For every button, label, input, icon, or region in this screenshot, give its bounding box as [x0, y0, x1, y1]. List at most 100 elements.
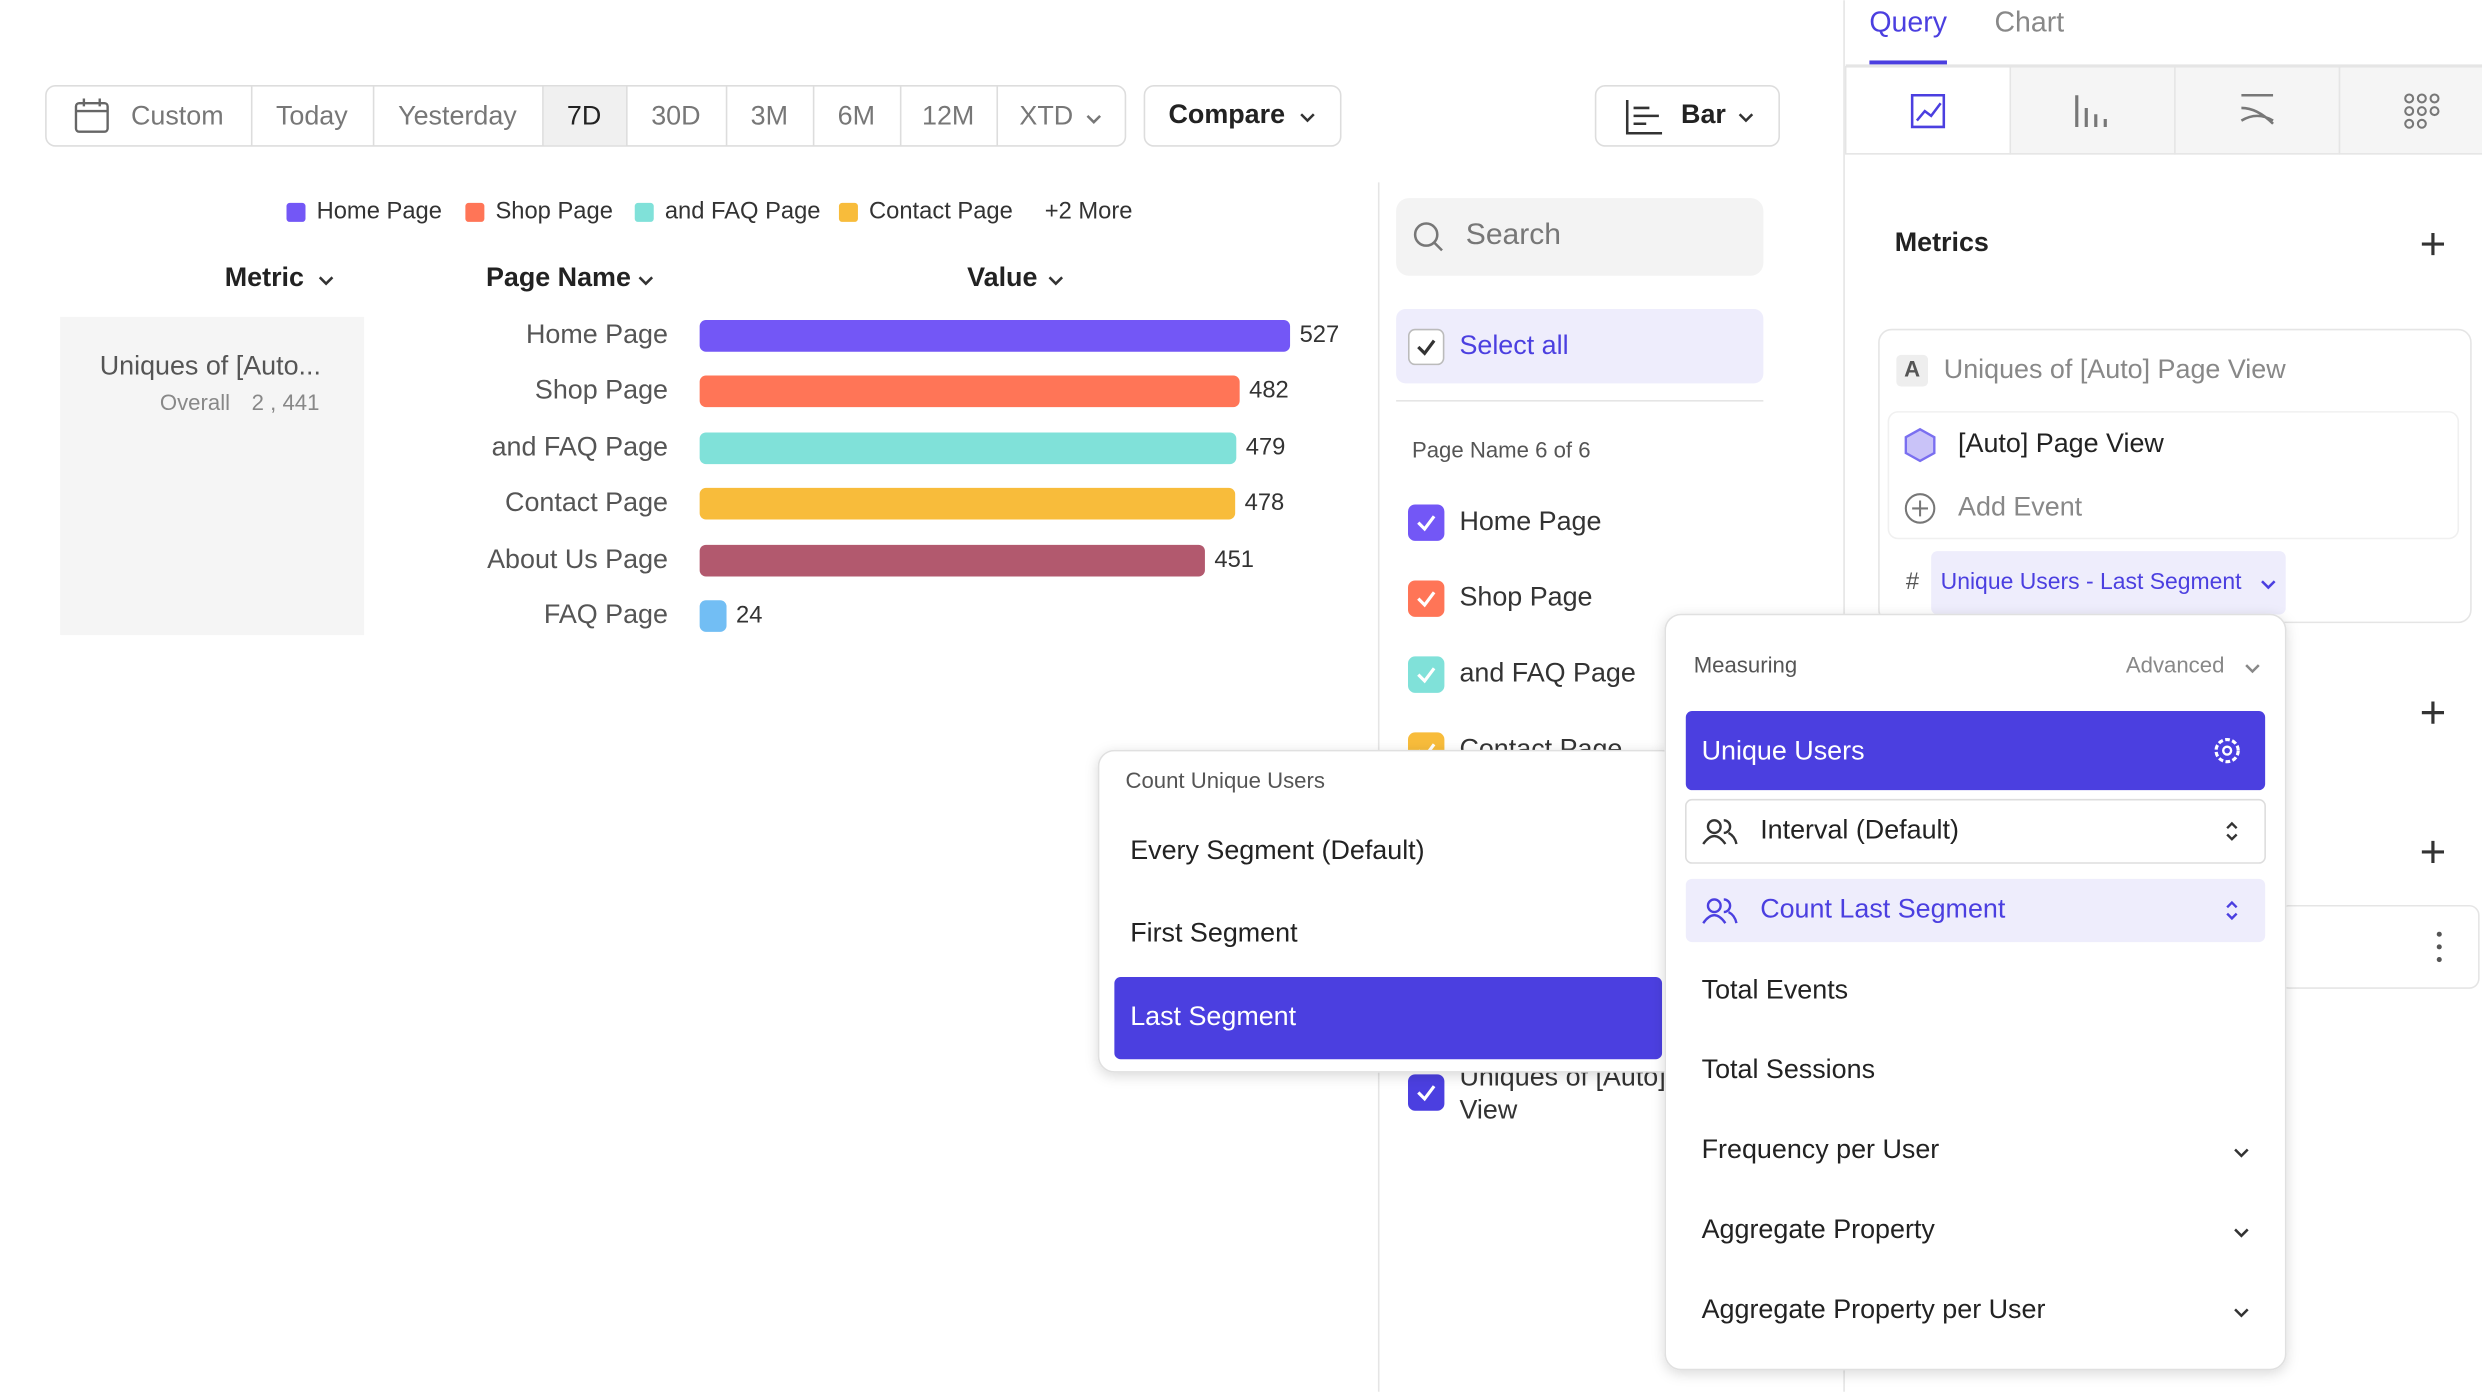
add-event[interactable]: Add Event: [1958, 492, 2083, 522]
checkbox[interactable]: [1407, 1074, 1445, 1111]
checkbox[interactable]: [1407, 580, 1445, 617]
chevron-icon: [638, 276, 654, 286]
kebab-icon[interactable]: [2436, 931, 2442, 937]
range-label[interactable]: 12M: [922, 101, 974, 131]
filter-item-label[interactable]: View: [1459, 1095, 1517, 1125]
legend-label: and FAQ Page: [665, 199, 821, 225]
check-mark: [1417, 515, 1436, 532]
menu-option[interactable]: Aggregate Property per User: [1702, 1294, 2046, 1324]
menu-option[interactable]: Unique Users: [1702, 735, 1865, 765]
plus-icon[interactable]: [2421, 701, 2445, 724]
count-select[interactable]: [1685, 878, 2266, 943]
range-label[interactable]: Custom: [131, 101, 224, 131]
range-label[interactable]: 6M: [838, 101, 875, 131]
search-placeholder: Search: [1466, 218, 1561, 251]
menu-highlight[interactable]: [1685, 711, 2266, 791]
tab[interactable]: Chart: [1994, 7, 2064, 39]
interval-select[interactable]: [1685, 798, 2266, 864]
range-label[interactable]: XTD: [1019, 101, 1073, 131]
advanced-toggle[interactable]: Advanced: [2126, 653, 2225, 678]
filter-item-label[interactable]: and FAQ Page: [1459, 658, 1635, 688]
legend-label: Contact Page: [869, 199, 1013, 225]
column-header[interactable]: Page Name: [486, 262, 631, 292]
check-mark: [1417, 339, 1436, 356]
select-all-label[interactable]: Select all: [1459, 330, 1568, 360]
column-header[interactable]: Value: [967, 262, 1037, 292]
kebab-icon[interactable]: [2436, 957, 2442, 963]
range-label[interactable]: 7D: [567, 101, 601, 131]
view-icon: [2416, 118, 2427, 129]
range-label[interactable]: Today: [276, 101, 348, 131]
view-tab[interactable]: [1844, 66, 2012, 155]
value-label: 451: [1214, 547, 1254, 573]
value-label: 482: [1249, 378, 1289, 404]
compare-label[interactable]: Compare: [1168, 99, 1285, 129]
legend-label: Shop Page: [495, 199, 612, 225]
bar: [699, 432, 1237, 465]
compare-button[interactable]: [1143, 84, 1342, 147]
menu-option[interactable]: Total Events: [1702, 974, 1848, 1004]
measure-symbol: #: [1906, 569, 1920, 595]
range-button[interactable]: [543, 86, 627, 146]
checkbox[interactable]: [1407, 504, 1445, 541]
tab[interactable]: Query: [1869, 7, 1947, 39]
search-icon: [1413, 222, 1439, 247]
event-icon: [1904, 427, 1936, 463]
add-icon: [1904, 493, 1936, 524]
tab-underline: [1869, 60, 1947, 66]
checkbox[interactable]: [1407, 328, 1445, 366]
legend-swatch: [286, 202, 306, 222]
chevron-icon: [2261, 580, 2276, 590]
view-icon: [2416, 93, 2427, 104]
view-tab[interactable]: [2338, 66, 2482, 155]
menu-option[interactable]: First Segment: [1130, 917, 1298, 947]
event-name[interactable]: [Auto] Page View: [1958, 428, 2164, 458]
chart-type-label[interactable]: Bar: [1681, 99, 1726, 129]
menu-option[interactable]: Total Sessions: [1702, 1054, 1875, 1084]
range-label[interactable]: 30D: [651, 101, 700, 131]
menu-option[interactable]: Every Segment (Default): [1130, 835, 1424, 865]
menu-option[interactable]: Count Last Segment: [1760, 894, 2006, 924]
plus-icon[interactable]: [2421, 232, 2445, 256]
filter-item-label[interactable]: Shop Page: [1459, 582, 1592, 612]
view-icon: [2075, 95, 2107, 127]
chevron-icon: [1048, 276, 1064, 286]
menu-option[interactable]: Last Segment: [1130, 1001, 1296, 1031]
view-icon: [2240, 94, 2274, 125]
column-header[interactable]: Metric: [225, 262, 304, 292]
view-icon: [2429, 106, 2440, 117]
calendar-icon: [74, 102, 109, 133]
people-icon: [1702, 898, 1738, 924]
chart-type-button[interactable]: [1594, 84, 1780, 147]
gear-icon: [2222, 745, 2233, 756]
metric-letter-badge: [1896, 354, 1928, 387]
bar: [699, 544, 1205, 577]
range-label[interactable]: Yesterday: [398, 101, 517, 131]
category-label: Shop Page: [535, 374, 668, 404]
search-box[interactable]: [1396, 198, 1764, 276]
kebab-icon[interactable]: [2436, 944, 2442, 950]
range-label[interactable]: 3M: [751, 101, 788, 131]
measure-pill[interactable]: [1931, 551, 2286, 615]
event-box: [1887, 411, 2460, 540]
measure-label[interactable]: Unique Users - Last Segment: [1941, 568, 2243, 594]
menu-option[interactable]: Interval (Default): [1760, 814, 1959, 844]
plus-icon[interactable]: [2421, 840, 2445, 863]
chevron-icon: [2234, 1308, 2249, 1318]
sort-icon: [2226, 900, 2238, 909]
filter-item-label[interactable]: Home Page: [1459, 506, 1601, 536]
menu-option[interactable]: Frequency per User: [1702, 1134, 1940, 1164]
view-tab[interactable]: [2009, 66, 2176, 155]
menu-option[interactable]: Aggregate Property: [1702, 1214, 1936, 1244]
bar: [699, 320, 1291, 352]
view-tab[interactable]: [2174, 66, 2341, 155]
menu-highlight[interactable]: [1114, 976, 1663, 1060]
legend-more[interactable]: +2 More: [1045, 199, 1133, 225]
card: [2278, 904, 2480, 989]
check-mark: [1417, 667, 1436, 684]
select-all-row[interactable]: [1396, 308, 1764, 384]
filter-heading: Page Name 6 of 6: [1412, 437, 1591, 462]
checkbox[interactable]: [1407, 656, 1445, 693]
